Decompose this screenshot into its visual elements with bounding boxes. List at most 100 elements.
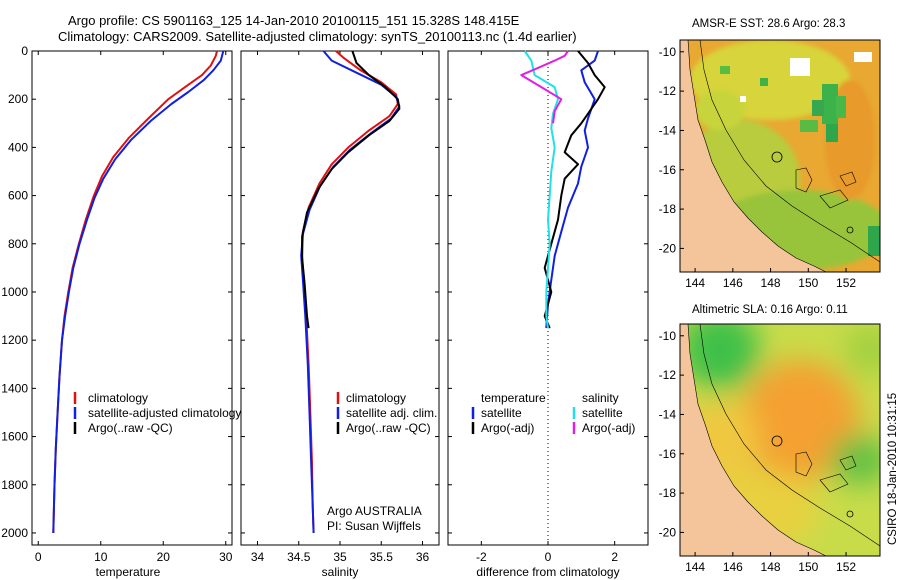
legend-label-sal-satellite: satellite <box>582 406 623 420</box>
sst-reef-contour <box>795 167 857 209</box>
sst-map-ticks: 144 146 148 150 152 -10 -12 -14 -16 -18 -20 <box>659 45 857 290</box>
lon-tick-label: 150 <box>798 276 818 290</box>
x-tick-label: -2 <box>476 550 487 564</box>
y-tick-label: 600 <box>8 189 28 203</box>
series-line-argo <box>301 50 401 329</box>
sst-map-title: AMSR-E SST: 28.6 Argo: 28.3 <box>692 18 846 30</box>
x-tick-label: 20 <box>157 550 171 564</box>
sst-argo-marker <box>771 151 783 163</box>
series-line-temperature-argo <box>543 50 606 329</box>
series-line-salinity-satellite <box>523 50 559 329</box>
x-tick-label: 2 <box>611 550 618 564</box>
salinity-y-axis <box>241 50 439 534</box>
legend-label-climatology: climatology <box>346 391 406 405</box>
x-tick-label: 34.5 <box>287 550 311 564</box>
salinity-legend: climatology satellite adj. clim. Argo(..… <box>336 391 437 435</box>
salinity-panel: 34 34.5 35 35.5 36 salinity climatology sate… <box>240 50 440 579</box>
lat-tick-label: -20 <box>659 525 677 539</box>
y-tick-label: 0 <box>21 44 28 58</box>
x-tick-label: 0 <box>545 550 552 564</box>
lon-tick-label: 146 <box>723 276 743 290</box>
lat-tick-label: -20 <box>659 241 677 255</box>
series-line-satellite <box>52 50 225 534</box>
sst-missing-data <box>740 52 872 102</box>
sst-map-frame <box>679 39 881 273</box>
argo-program-note: Argo AUSTRALIA <box>327 504 422 518</box>
figure-title-line2: Climatology: CARS2009. Satellite-adjuste… <box>58 29 577 44</box>
y-tick-label: 1400 <box>1 381 28 395</box>
series-line-temperature-satellite <box>545 50 599 329</box>
legend-label-argo: Argo(..raw -QC) <box>88 421 173 435</box>
legend-group-temperature: temperature <box>481 391 546 405</box>
x-tick-label: 36 <box>416 550 430 564</box>
y-tick-label: 200 <box>8 92 28 106</box>
lon-tick-label: 146 <box>723 560 743 574</box>
x-tick-label: 35.5 <box>370 550 394 564</box>
temperature-y-axis: 0 200 400 600 800 1000 1200 1400 1600 1800 2000 <box>1 44 232 540</box>
lon-tick-label: 152 <box>836 276 856 290</box>
y-tick-label: 1800 <box>1 478 28 492</box>
x-tick-label: 34 <box>251 550 265 564</box>
y-tick-label: 400 <box>8 140 28 154</box>
argo-pi-note: PI: Susan Wijffels <box>327 519 421 533</box>
salinity-x-axis: 34 34.5 35 35.5 36 <box>251 51 430 564</box>
lon-tick-label: 152 <box>836 560 856 574</box>
difference-panel: -2 0 2 difference from climatology tempera… <box>447 50 649 579</box>
lon-tick-label: 148 <box>761 276 781 290</box>
salinity-xlabel: salinity <box>322 565 359 579</box>
x-tick-label: 35 <box>333 550 347 564</box>
difference-lines <box>520 50 606 329</box>
series-line-salinity-argo <box>520 50 569 124</box>
y-tick-label: 1000 <box>1 285 28 299</box>
y-tick-label: 1200 <box>1 333 28 347</box>
figure-title-line1: Argo profile: CS 5901163_125 14-Jan-2010… <box>68 13 520 28</box>
legend-label-temp-satellite: satellite <box>481 406 522 420</box>
sla-reef-contour <box>795 451 857 493</box>
legend-label-satellite: satellite-adjusted climatology <box>88 406 241 420</box>
difference-xlabel: difference from climatology <box>476 565 619 579</box>
salinity-plot-frame <box>240 50 440 546</box>
temperature-legend: climatology satellite-adjusted climatolo… <box>73 391 241 435</box>
lat-tick-label: -10 <box>659 45 677 59</box>
x-tick-label: 30 <box>219 550 233 564</box>
lon-tick-label: 148 <box>761 560 781 574</box>
sla-argo-marker <box>771 435 783 447</box>
sla-map-frame <box>679 323 881 557</box>
legend-label-argo: Argo(..raw -QC) <box>346 421 431 435</box>
legend-label-temp-argo: Argo(-adj) <box>481 421 534 435</box>
legend-label-sal-argo: Argo(-adj) <box>582 421 635 435</box>
sla-map: 144 146 148 150 152 -10 -12 -14 -16 -18 -20 <box>659 323 881 574</box>
sst-shelf-contour <box>699 40 880 263</box>
temperature-panel: 0 200 400 600 800 1000 1200 1400 1600 1800 2000 0 1… <box>1 44 241 579</box>
lon-tick-label: 144 <box>685 276 705 290</box>
temperature-x-axis: 0 10 20 30 <box>35 51 233 564</box>
lat-tick-label: -16 <box>659 163 677 177</box>
lon-tick-label: 144 <box>685 560 705 574</box>
sla-land <box>680 324 827 556</box>
lat-tick-label: -12 <box>659 84 677 98</box>
sst-land <box>680 40 827 272</box>
lat-tick-label: -18 <box>659 486 677 500</box>
lat-tick-label: -14 <box>659 123 677 137</box>
x-tick-label: 10 <box>94 550 108 564</box>
legend-label-satellite: satellite adj. clim. <box>346 406 437 420</box>
x-tick-label: 0 <box>35 550 42 564</box>
temperature-lines <box>52 50 225 534</box>
temperature-xlabel: temperature <box>96 565 161 579</box>
y-tick-label: 1600 <box>1 430 28 444</box>
lat-tick-label: -12 <box>659 368 677 382</box>
sla-shelf-contour <box>699 324 880 547</box>
difference-legend: temperature satellite Argo(-adj) salinit… <box>471 391 635 435</box>
y-tick-label: 800 <box>8 237 28 251</box>
temperature-plot-frame <box>31 50 233 546</box>
salinity-lines <box>300 50 401 534</box>
difference-y-axis <box>448 50 648 534</box>
legend-label-climatology: climatology <box>88 391 148 405</box>
sst-marker-secondary <box>846 226 854 234</box>
legend-group-salinity: salinity <box>582 391 619 405</box>
lat-tick-label: -18 <box>659 202 677 216</box>
sst-map: 144 146 148 150 152 -10 -12 -14 -16 -18 -20 <box>659 39 881 290</box>
y-tick-label: 2000 <box>1 526 28 540</box>
sla-map-ticks: 144 146 148 150 152 -10 -12 -14 -16 -18 -20 <box>659 329 857 574</box>
